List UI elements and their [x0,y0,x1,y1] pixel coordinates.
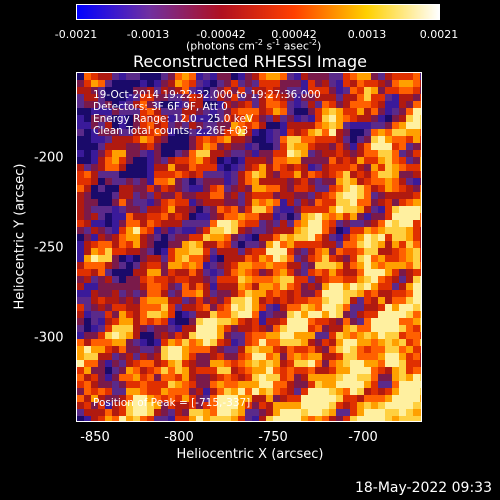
annotation-detectors: Detectors: 3F 6F 9F, Att 0 [93,101,228,113]
x-axis-label: Heliocentric X (arcsec) [176,447,324,462]
image-title: Reconstructed RHESSI Image [133,52,367,71]
annotation-time-range: 19-Oct-2014 19:22:32.000 to 19:27:36.000 [93,89,321,101]
annotation-clean: Clean Total counts: 2.26E+03 [93,125,249,137]
rhessi-image-map [77,73,421,421]
colorbar-tick: -0.0013 [126,28,170,41]
annotation-energy: Energy Range: 12.0 - 25.0 keV [93,113,254,125]
x-tick: -850 [80,430,110,445]
rhessi-image: 19-Oct-2014 19:22:32.000 to 19:27:36.000… [76,72,422,422]
y-tick: -300 [34,330,64,346]
annotation-peak: Position of Peak = [-715,-337] [93,397,251,409]
colorbar-tick: 0.0021 [419,28,459,41]
y-tick: -250 [34,240,64,256]
colorbar [76,4,440,20]
colorbar-tick: 0.0013 [347,28,387,41]
colorbar-tick: -0.00042 [196,28,246,41]
x-tick: -800 [164,430,194,445]
timestamp: 18-May-2022 09:33 [354,480,492,496]
colorbar-units: (photons cm-2 s-1 asec-2) [186,38,322,53]
colorbar-tick: -0.0021 [54,28,98,41]
x-tick: -750 [258,430,288,445]
y-tick: -200 [34,150,64,166]
colorbar-tick: 0.00042 [271,28,317,41]
y-axis-label: Heliocentric Y (arcsec) [12,163,28,310]
x-tick: -700 [348,430,378,445]
